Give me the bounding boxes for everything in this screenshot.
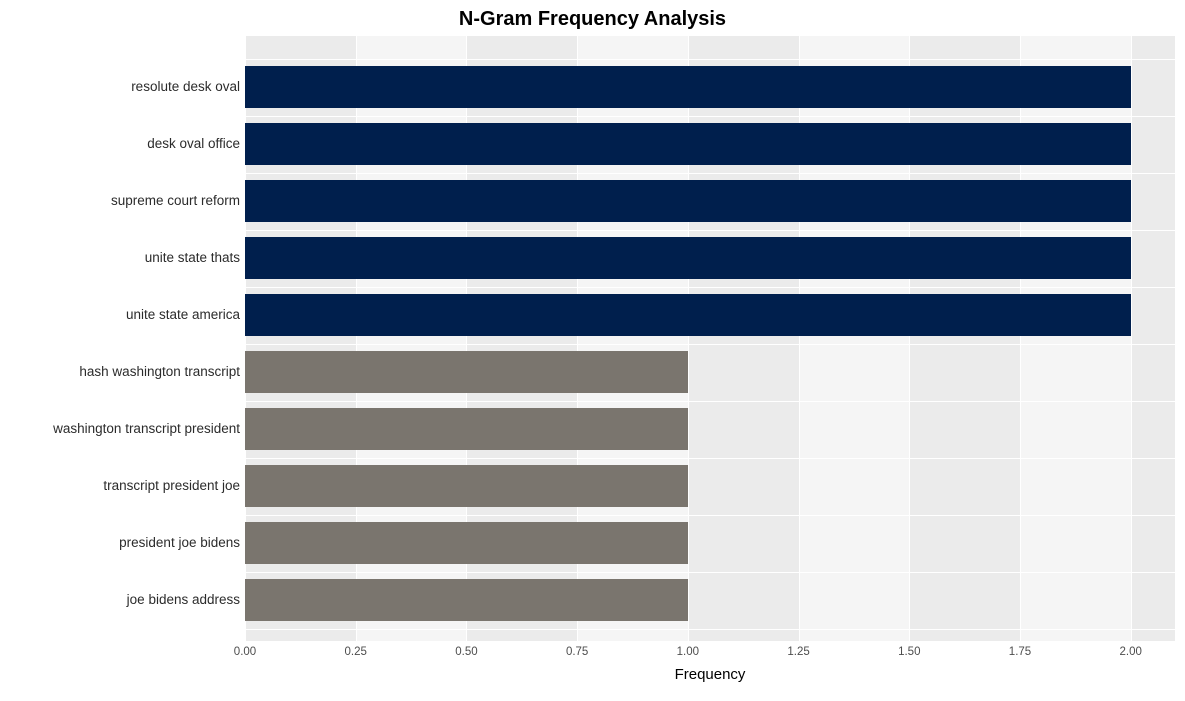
y-gridline xyxy=(245,458,1175,459)
x-gridline xyxy=(1131,36,1132,641)
y-gridline xyxy=(245,287,1175,288)
x-axis-label: Frequency xyxy=(245,666,1175,683)
x-tick-label: 1.00 xyxy=(677,646,699,658)
x-tick-label: 0.00 xyxy=(234,646,256,658)
chart-title: N-Gram Frequency Analysis xyxy=(0,8,1185,31)
y-tick-label: unite state america xyxy=(0,308,240,322)
y-gridline xyxy=(245,344,1175,345)
y-gridline xyxy=(245,572,1175,573)
y-gridline xyxy=(245,401,1175,402)
x-tick-label: 1.25 xyxy=(787,646,809,658)
x-tick-label: 0.25 xyxy=(345,646,367,658)
ngram-chart: N-Gram Frequency Analysis resolute desk … xyxy=(0,0,1185,701)
bar xyxy=(245,579,688,621)
bar xyxy=(245,294,1131,336)
bar xyxy=(245,522,688,564)
x-tick-label: 1.50 xyxy=(898,646,920,658)
y-gridline xyxy=(245,116,1175,117)
y-tick-label: transcript president joe xyxy=(0,479,240,493)
x-tick-label: 2.00 xyxy=(1120,646,1142,658)
y-tick-label: resolute desk oval xyxy=(0,80,240,94)
y-tick-label: hash washington transcript xyxy=(0,365,240,379)
y-gridline xyxy=(245,515,1175,516)
bar xyxy=(245,465,688,507)
x-tick-label: 1.75 xyxy=(1009,646,1031,658)
y-tick-label: washington transcript president xyxy=(0,422,240,436)
bar xyxy=(245,180,1131,222)
y-gridline xyxy=(245,173,1175,174)
bar xyxy=(245,237,1131,279)
y-tick-label: unite state thats xyxy=(0,251,240,265)
y-tick-label: desk oval office xyxy=(0,137,240,151)
y-gridline xyxy=(245,230,1175,231)
x-tick-label: 0.50 xyxy=(455,646,477,658)
y-tick-label: president joe bidens xyxy=(0,536,240,550)
bar xyxy=(245,351,688,393)
x-tick-label: 0.75 xyxy=(566,646,588,658)
y-tick-label: supreme court reform xyxy=(0,194,240,208)
y-gridline xyxy=(245,59,1175,60)
bar xyxy=(245,408,688,450)
bar xyxy=(245,123,1131,165)
y-gridline xyxy=(245,629,1175,630)
bar xyxy=(245,66,1131,108)
y-tick-label: joe bidens address xyxy=(0,593,240,607)
plot-area xyxy=(245,36,1175,641)
